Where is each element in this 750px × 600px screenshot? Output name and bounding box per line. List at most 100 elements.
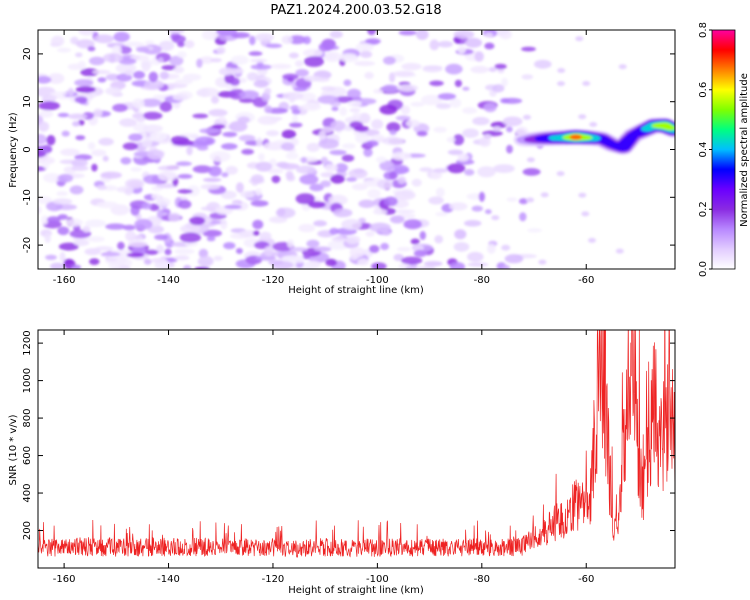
spectrogram-cell xyxy=(294,60,304,67)
spectrogram-cell xyxy=(235,182,244,193)
spectrogram-cell xyxy=(178,199,192,209)
spectrogram-cell xyxy=(437,93,457,100)
x-tick-label: -80 xyxy=(474,275,490,286)
spectrogram-cell xyxy=(365,231,375,237)
spectrogram-cell xyxy=(388,171,397,180)
x-tick-label: -140 xyxy=(157,275,180,286)
spectrogram-cell xyxy=(389,72,396,83)
spectrogram-cell xyxy=(357,258,370,266)
spectrogram-cell xyxy=(302,253,311,260)
spectrogram-cell xyxy=(118,46,132,54)
spectrogram-cell xyxy=(141,138,153,148)
spectrogram-cell xyxy=(452,134,465,146)
spectrogram-cell xyxy=(435,103,451,109)
spectrogram-cell xyxy=(259,231,272,241)
spectrogram-cell xyxy=(194,136,216,146)
y-tick-label: 200 xyxy=(22,521,33,540)
spectrogram-cell xyxy=(172,139,194,146)
spectrogram-cell xyxy=(265,130,280,137)
spectrogram-cell xyxy=(292,114,299,125)
spectrogram-cell xyxy=(255,33,274,42)
spectrogram-cell xyxy=(216,30,238,36)
spectrogram-cell xyxy=(497,68,505,74)
spectrogram-cell xyxy=(453,242,470,252)
x-tick-label: -120 xyxy=(262,275,285,286)
spectrogram-cell xyxy=(161,65,177,71)
spectrogram-cell xyxy=(65,218,83,227)
y-tick-label: 800 xyxy=(22,409,33,428)
spectrogram-cell xyxy=(148,71,158,83)
spectrogram-cell xyxy=(324,164,338,172)
spectrogram-cell xyxy=(177,174,193,179)
spectrogram-y-axis-label: Frequency (Hz) xyxy=(8,112,19,188)
spectrogram-cell xyxy=(102,53,124,63)
spectrogram-cell xyxy=(268,259,284,266)
spectrogram-cell xyxy=(363,179,379,185)
spectrogram-cell xyxy=(446,136,456,143)
spectrogram-cell xyxy=(367,30,377,36)
spectrogram-cell xyxy=(523,114,531,120)
spectrogram-cell xyxy=(410,238,420,245)
spectrogram-cell xyxy=(255,188,262,196)
spectrogram-cell xyxy=(501,244,511,251)
spectrogram-cell xyxy=(282,73,299,81)
spectrogram-cell xyxy=(112,103,128,112)
spectrogram-cell xyxy=(253,79,269,88)
spectrogram-cell xyxy=(87,142,96,150)
y-tick-label: -20 xyxy=(22,237,33,253)
spectrogram-cell xyxy=(80,68,99,77)
spectrogram-cell xyxy=(506,144,513,154)
spectrogram-cell xyxy=(483,134,492,140)
spectrogram-cell xyxy=(132,98,145,109)
spectrogram-cell xyxy=(263,245,274,257)
ridge-cell xyxy=(580,135,593,141)
spectrogram-cell xyxy=(212,124,226,129)
spectrogram-cell xyxy=(313,220,327,227)
spectrogram-cell xyxy=(277,207,286,217)
spectrogram-cell xyxy=(240,190,255,198)
spectrogram-cell xyxy=(492,84,505,93)
spectrogram-cell xyxy=(59,251,66,262)
spectrogram-cell xyxy=(299,174,319,185)
spectrogram-cell xyxy=(320,180,332,188)
spectrogram-cell xyxy=(123,41,145,47)
spectrogram-cell xyxy=(556,171,565,177)
spectrogram-cell xyxy=(67,87,75,97)
spectrogram-cell xyxy=(589,122,598,127)
spectrogram-cell xyxy=(371,262,387,269)
spectrogram-cell xyxy=(156,209,164,219)
spectrogram-cell xyxy=(354,61,376,66)
spectrogram-cell xyxy=(345,235,361,245)
spectrogram-cell xyxy=(250,174,264,184)
spectrogram-cell xyxy=(124,69,134,76)
spectrogram-cell xyxy=(224,204,242,210)
spectrogram-cell xyxy=(222,131,238,138)
y-tick-label: 1000 xyxy=(22,368,33,393)
spectrogram-cell xyxy=(464,169,475,176)
spectrogram-cell xyxy=(365,140,379,147)
spectrogram-cell xyxy=(487,243,496,254)
spectrogram-cell xyxy=(143,258,152,265)
spectrogram-cell xyxy=(291,109,301,115)
spectrogram-cell xyxy=(123,224,136,231)
spectrogram-cell xyxy=(117,241,125,250)
spectrogram-cell xyxy=(246,72,259,81)
spectrogram-cell xyxy=(38,76,52,84)
spectrogram-cell xyxy=(143,124,164,133)
spectrogram-cell xyxy=(449,262,466,269)
colorbar-tick-label: 0.8 xyxy=(698,22,709,38)
spectrogram-cell xyxy=(401,62,422,71)
spectrogram-cell xyxy=(351,183,368,191)
spectrogram-cell xyxy=(483,102,497,113)
spectrogram-cell xyxy=(155,197,171,207)
spectrogram-cell xyxy=(419,167,433,172)
spectrogram-cell xyxy=(144,40,155,45)
spectrogram-cell xyxy=(320,86,336,91)
y-tick-label: 0 xyxy=(22,146,33,152)
spectrogram-cell xyxy=(296,165,316,174)
spectrogram-cell xyxy=(526,157,535,163)
spectrogram-cell xyxy=(118,58,137,65)
spectrogram-cell xyxy=(89,56,105,66)
spectrogram-cell xyxy=(501,77,508,87)
spectrogram-cell xyxy=(288,92,296,103)
